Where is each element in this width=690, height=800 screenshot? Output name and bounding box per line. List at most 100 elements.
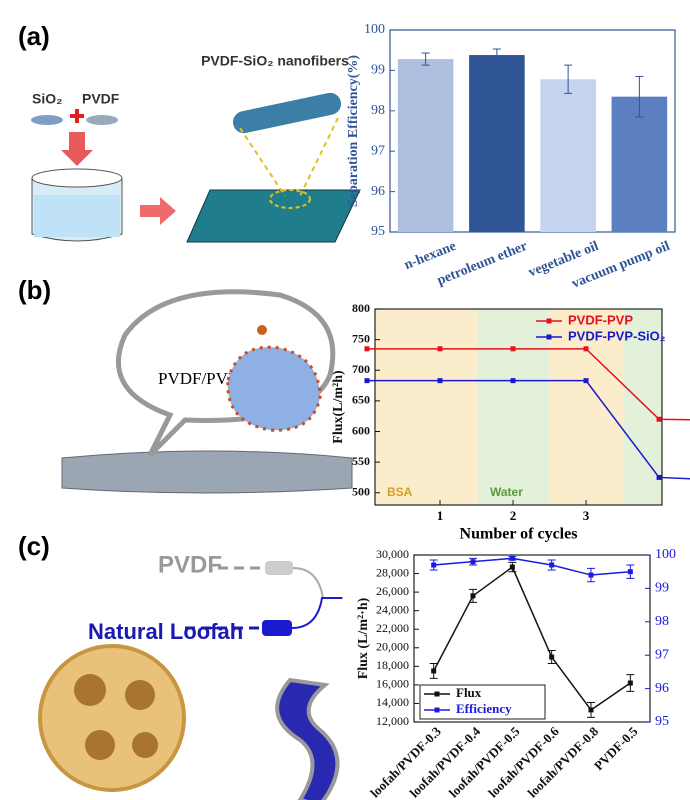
marker xyxy=(588,572,594,578)
plot-frame xyxy=(389,29,676,233)
y-tick-label: 96 xyxy=(371,184,385,199)
membrane xyxy=(186,189,361,243)
x-tick-label: 3 xyxy=(583,508,590,523)
y-tick-label: 18,000 xyxy=(376,658,409,672)
marker xyxy=(364,378,370,384)
x-tick-label: loofah/PVDF-0.4 xyxy=(406,723,483,800)
error-bar xyxy=(492,48,501,62)
y2-tick-label: 99 xyxy=(655,581,669,596)
marker xyxy=(470,593,476,599)
marker xyxy=(588,707,594,713)
band-label: Water xyxy=(490,485,523,499)
legend-marker xyxy=(546,334,552,340)
marker xyxy=(656,474,662,480)
panel-label: (b) xyxy=(18,275,51,305)
marker xyxy=(509,555,515,561)
y-tick-label: 22,000 xyxy=(376,621,409,635)
y-axis-label: Separation Efficiency(%) xyxy=(346,55,361,207)
y-tick-label: 550 xyxy=(352,454,370,468)
jet xyxy=(291,597,342,629)
marker xyxy=(549,562,555,568)
y-tick-label: 30,000 xyxy=(376,547,409,561)
marker xyxy=(627,569,633,575)
legend-label: Flux xyxy=(456,685,482,700)
line xyxy=(433,565,631,711)
band xyxy=(549,309,625,505)
bar xyxy=(397,59,454,233)
y-tick-label: 95 xyxy=(371,224,385,239)
y-tick-label: 500 xyxy=(352,485,370,499)
y-tick-label: 20,000 xyxy=(376,640,409,654)
bar xyxy=(469,55,525,232)
band xyxy=(375,309,478,505)
y2-tick-label: 96 xyxy=(655,681,669,696)
marker xyxy=(431,668,437,674)
marker xyxy=(583,378,589,384)
y2-tick-label: 98 xyxy=(655,614,669,629)
marker xyxy=(437,378,443,384)
membrane xyxy=(61,450,353,494)
y2-tick-label: 97 xyxy=(655,647,669,662)
marker xyxy=(364,346,370,352)
band-label: BSA xyxy=(387,485,413,499)
hole xyxy=(132,732,158,758)
x-tick-label: loofah/PVDF-0.3 xyxy=(367,723,444,800)
syringe xyxy=(262,620,292,636)
y-tick-label: 16,000 xyxy=(376,677,409,691)
x-tick-label: loofah/PVDF-0.6 xyxy=(485,723,562,800)
zoom-circle xyxy=(269,189,311,209)
bar xyxy=(540,79,596,233)
line xyxy=(433,557,631,576)
y-tick-label: 14,000 xyxy=(376,695,409,709)
x-tick-label: loofah/PVDF-0.8 xyxy=(524,723,601,800)
y-tick-label: 100 xyxy=(364,22,385,37)
x-axis-label: Number of cycles xyxy=(460,526,578,543)
marker xyxy=(549,654,555,660)
fiber xyxy=(232,92,342,134)
marker xyxy=(627,680,633,686)
y-tick-label: 28,000 xyxy=(376,565,409,579)
x-tick-label: loofah/PVDF-0.5 xyxy=(446,723,523,800)
x-tick-label: PVDF-0.5 xyxy=(591,723,641,773)
y-axis-label: Flux (L/m²·h) xyxy=(356,597,371,679)
plus xyxy=(70,109,84,123)
syringe xyxy=(265,561,293,575)
legend-marker xyxy=(434,707,440,713)
marker xyxy=(437,346,443,352)
legend-label: PVDF-PVP-SiO₂ xyxy=(568,328,666,343)
label: PVDF-SiO₂ nanofibers xyxy=(201,53,349,69)
legend-label: Efficiency xyxy=(456,701,512,716)
y-tick-label: 12,000 xyxy=(376,714,409,728)
y2-tick-label: 95 xyxy=(655,714,669,729)
y-tick-label: 700 xyxy=(352,362,370,376)
solution xyxy=(34,195,120,237)
y-axis-label: Flux(L/m²h) xyxy=(331,370,346,444)
y-tick-label: 600 xyxy=(352,423,370,437)
y-tick-label: 750 xyxy=(352,331,370,345)
y-tick-label: 800 xyxy=(352,301,370,315)
hole xyxy=(125,680,155,710)
x-tick-label: 1 xyxy=(437,508,444,523)
error-bar xyxy=(635,75,644,118)
marker xyxy=(509,564,515,570)
pvdf-icon xyxy=(86,115,118,125)
plot-frame xyxy=(413,554,651,723)
label: Natural Loofah xyxy=(88,619,243,644)
error-bar xyxy=(421,52,430,66)
marker xyxy=(431,562,437,568)
zoom-lines xyxy=(239,117,339,197)
particle xyxy=(226,345,322,432)
y-tick-label: 24,000 xyxy=(376,602,409,616)
jet xyxy=(292,567,343,599)
arrow xyxy=(140,197,176,225)
bar xyxy=(611,96,668,232)
label: PVDF xyxy=(158,551,222,578)
y-tick-label: 98 xyxy=(371,103,385,118)
marker xyxy=(510,346,516,352)
y-tick-label: 650 xyxy=(352,393,370,407)
x-tick-label: 2 xyxy=(510,508,517,523)
label: SiO₂ xyxy=(32,91,62,107)
hole xyxy=(74,674,106,706)
sio2-icon xyxy=(31,115,63,125)
